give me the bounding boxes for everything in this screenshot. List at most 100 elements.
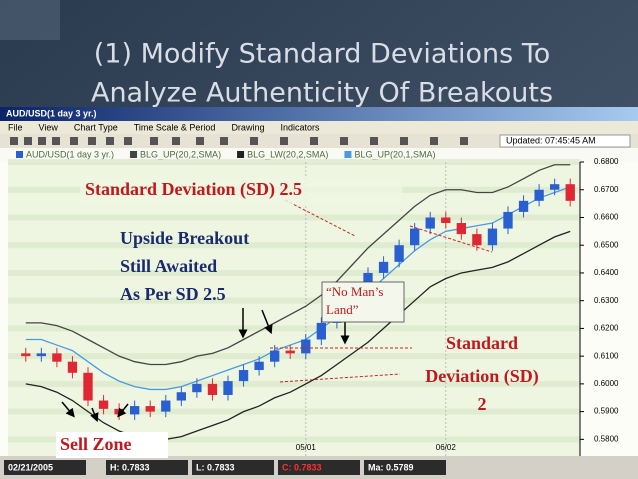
- legend: AUD/USD(1 day 3 yr.) BLG_UP(20,2,SMA) BLG_…: [16, 149, 435, 159]
- y-tick-label: 0.6300: [594, 296, 619, 305]
- menu-item[interactable]: Time Scale & Period: [134, 122, 216, 132]
- note-box: [321, 281, 405, 323]
- left-margin: [0, 162, 8, 456]
- candle-body: [36, 353, 46, 357]
- band-line: [25, 186, 571, 391]
- legend-label: BLG_LW(20,2,SMA): [247, 149, 328, 159]
- status-field: [106, 460, 188, 475]
- arrow: [117, 403, 129, 418]
- slide-title: (1) Modify Standard Deviations To: [94, 39, 551, 70]
- candle-body: [487, 228, 498, 246]
- candle-body: [254, 361, 264, 371]
- status: 02/21/2005 H: 0.7833 L: 0.7833 C: 0.7833 Ma:…: [4, 460, 446, 475]
- menu-item[interactable]: Chart Type: [74, 122, 118, 132]
- candle-body: [238, 370, 249, 382]
- menu-item[interactable]: Indicators: [280, 122, 320, 132]
- candle-body: [472, 234, 482, 246]
- candle-body: [456, 223, 466, 235]
- candle-body: [83, 372, 93, 401]
- menu-item[interactable]: Drawing: [231, 122, 264, 132]
- arrow: [90, 407, 99, 423]
- y-tick-label: 0.6700: [594, 185, 619, 194]
- candle-body: [378, 261, 389, 273]
- status-field: [192, 460, 274, 475]
- legend-label: BLG_UP(20,1,SMA): [354, 149, 435, 159]
- annotation: “No Man’s: [326, 284, 383, 299]
- candle-body: [130, 406, 140, 415]
- y-tick-label: 0.6500: [594, 240, 619, 249]
- candle-body: [425, 217, 435, 229]
- status-field: [278, 460, 360, 475]
- annotation: Still Awaited: [120, 256, 217, 276]
- annotation: 2: [478, 394, 487, 414]
- x-tick-label: 06/02: [436, 443, 457, 452]
- candle-body: [161, 400, 171, 412]
- annotation: As Per SD 2.5: [120, 284, 226, 304]
- band-line: [25, 164, 571, 366]
- annotation: Deviation (SD): [425, 366, 539, 387]
- annotation: Standard: [446, 333, 518, 353]
- y-tick-label: 0.5800: [594, 434, 619, 443]
- y-tick-label: 0.6000: [594, 379, 619, 388]
- annotation: Sell Zone: [60, 434, 132, 454]
- menu-bar: [0, 121, 638, 134]
- y-tick-label: 0.6200: [594, 324, 619, 333]
- slide-title: Analyze Authenticity Of Breakouts: [91, 78, 553, 109]
- updated-time: Updated: 07:45:45 AM: [506, 135, 596, 145]
- pointer-line: [409, 225, 493, 253]
- legend-swatch: [16, 151, 23, 158]
- legend-label: AUD/USD(1 day 3 yr.): [26, 149, 114, 159]
- candle-body: [503, 211, 513, 229]
- legend-swatch: [237, 151, 245, 158]
- y-tick-label: 0.5900: [594, 407, 619, 416]
- candle-body: [207, 383, 218, 395]
- menu-item[interactable]: View: [39, 122, 59, 132]
- candle-body: [394, 245, 404, 262]
- menu: File View Chart Type Time Scale & Period Dra…: [8, 122, 320, 132]
- toolbar: [0, 134, 638, 148]
- label-backdrop: [56, 432, 168, 458]
- menu-item[interactable]: File: [8, 122, 23, 132]
- candle-body: [176, 392, 186, 401]
- status-field: [4, 460, 86, 475]
- legend-swatch: [344, 151, 352, 158]
- x-tick-label: 05/01: [296, 443, 317, 452]
- candle-body: [270, 350, 280, 362]
- window-titlebar: [0, 107, 638, 121]
- candle-body: [550, 184, 560, 190]
- annotation: Land”: [326, 302, 359, 317]
- candle-body: [223, 381, 233, 395]
- status-text: C: 0.7833: [282, 462, 322, 472]
- candle-body: [316, 322, 326, 340]
- legend-swatch: [130, 151, 138, 158]
- y-tick-label: 0.6800: [594, 157, 619, 166]
- toolbar-icons: [10, 137, 468, 145]
- candle-body: [565, 184, 575, 201]
- candle-body: [534, 189, 544, 201]
- pointer-line: [284, 199, 356, 237]
- status-field: [364, 460, 446, 475]
- annotation: Upside Breakout: [120, 228, 249, 248]
- legend-bar: [0, 148, 638, 162]
- pointer-line: [279, 373, 401, 383]
- candle-body: [441, 217, 451, 224]
- window-title: AUD/USD(1 day 3 yr.): [6, 108, 97, 118]
- candle-body: [410, 228, 420, 246]
- y-tick-label: 0.6400: [594, 268, 619, 277]
- status-text: Ma: 0.5789: [368, 462, 414, 472]
- candle-body: [363, 272, 373, 290]
- legend-label: BLG_UP(20,2,SMA): [140, 149, 221, 159]
- y-tick-label: 0.6100: [594, 351, 619, 360]
- candle-body: [285, 350, 295, 354]
- status-text: H: 0.7833: [110, 462, 150, 472]
- decor: [0, 0, 60, 40]
- label-backdrop: [80, 178, 402, 204]
- y-tick-label: 0.6600: [594, 213, 619, 222]
- candle-body: [145, 406, 155, 412]
- annotation-lines: [61, 199, 493, 423]
- status-text: L: 0.7833: [196, 462, 235, 472]
- band-line: [25, 230, 571, 441]
- candle-body: [67, 361, 78, 373]
- status-text: 02/21/2005: [8, 462, 53, 472]
